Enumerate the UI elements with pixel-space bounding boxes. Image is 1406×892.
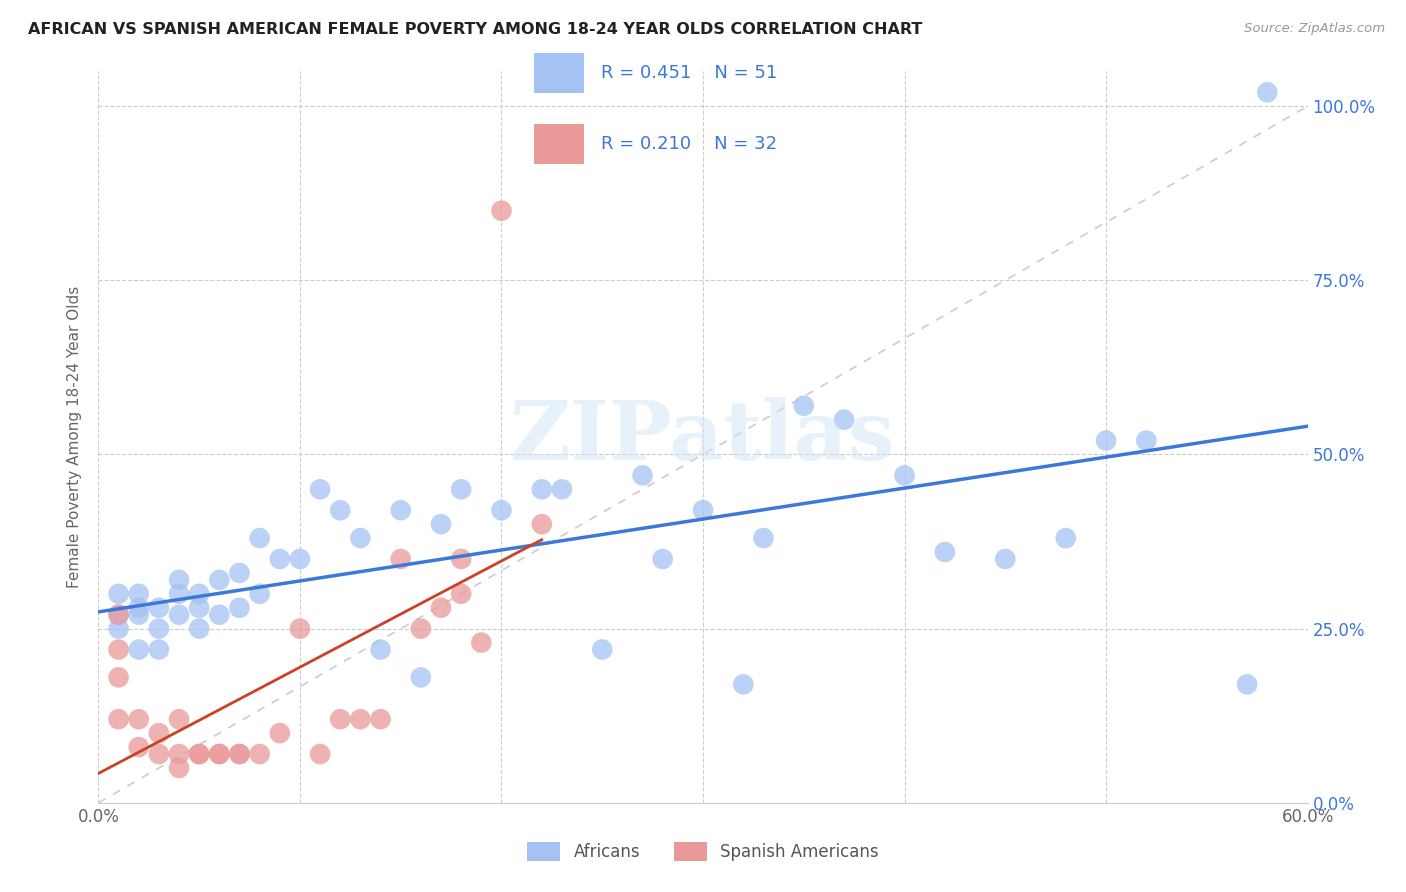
Point — [107, 642, 129, 657]
Point — [228, 747, 250, 761]
Point — [167, 712, 190, 726]
Point — [249, 747, 271, 761]
Point — [128, 587, 150, 601]
Point — [128, 642, 150, 657]
Point — [228, 600, 250, 615]
Point — [128, 712, 150, 726]
Point — [832, 412, 855, 426]
Text: Source: ZipAtlas.com: Source: ZipAtlas.com — [1244, 22, 1385, 36]
Point — [188, 587, 211, 601]
Point — [1095, 434, 1118, 448]
Point — [188, 622, 211, 636]
Point — [450, 552, 472, 566]
Point — [309, 483, 332, 497]
Point — [893, 468, 915, 483]
Point — [1236, 677, 1258, 691]
Point — [329, 712, 352, 726]
Point — [249, 587, 271, 601]
Point — [288, 552, 311, 566]
Point — [591, 642, 613, 657]
Point — [148, 726, 170, 740]
Point — [107, 622, 129, 636]
Legend: Africans, Spanish Americans: Africans, Spanish Americans — [520, 835, 886, 868]
Text: R = 0.451    N = 51: R = 0.451 N = 51 — [602, 64, 778, 82]
Point — [370, 642, 392, 657]
Point — [450, 587, 472, 601]
Point — [188, 600, 211, 615]
Bar — [534, 53, 585, 93]
Bar — [534, 124, 585, 164]
Point — [107, 607, 129, 622]
Point — [167, 587, 190, 601]
Point — [370, 712, 392, 726]
Y-axis label: Female Poverty Among 18-24 Year Olds: Female Poverty Among 18-24 Year Olds — [67, 286, 83, 588]
Point — [148, 600, 170, 615]
Point — [188, 747, 211, 761]
Text: R = 0.210    N = 32: R = 0.210 N = 32 — [602, 136, 778, 153]
Point — [491, 503, 513, 517]
Point — [107, 712, 129, 726]
Point — [994, 552, 1017, 566]
Point — [269, 726, 291, 740]
Point — [128, 600, 150, 615]
Point — [470, 635, 492, 649]
Point — [107, 670, 129, 684]
Point — [651, 552, 673, 566]
Point — [1054, 531, 1077, 545]
Point — [349, 712, 371, 726]
Point — [167, 607, 190, 622]
Point — [793, 399, 815, 413]
Point — [188, 747, 211, 761]
Point — [430, 517, 453, 532]
Point — [752, 531, 775, 545]
Point — [167, 747, 190, 761]
Point — [733, 677, 755, 691]
Point — [389, 503, 412, 517]
Point — [551, 483, 574, 497]
Point — [208, 747, 231, 761]
Point — [934, 545, 956, 559]
Text: ZIPatlas: ZIPatlas — [510, 397, 896, 477]
Point — [450, 483, 472, 497]
Point — [409, 670, 432, 684]
Point — [128, 740, 150, 755]
Point — [107, 607, 129, 622]
Point — [631, 468, 654, 483]
Point — [288, 622, 311, 636]
Point — [269, 552, 291, 566]
Point — [167, 761, 190, 775]
Point — [430, 600, 453, 615]
Point — [329, 503, 352, 517]
Point — [148, 622, 170, 636]
Point — [530, 483, 553, 497]
Point — [409, 622, 432, 636]
Point — [128, 607, 150, 622]
Point — [228, 566, 250, 580]
Point — [148, 747, 170, 761]
Point — [692, 503, 714, 517]
Point — [530, 517, 553, 532]
Text: AFRICAN VS SPANISH AMERICAN FEMALE POVERTY AMONG 18-24 YEAR OLDS CORRELATION CHA: AFRICAN VS SPANISH AMERICAN FEMALE POVER… — [28, 22, 922, 37]
Point — [208, 747, 231, 761]
Point — [148, 642, 170, 657]
Point — [107, 587, 129, 601]
Point — [1256, 85, 1278, 99]
Point — [349, 531, 371, 545]
Point — [208, 607, 231, 622]
Point — [208, 573, 231, 587]
Point — [389, 552, 412, 566]
Point — [249, 531, 271, 545]
Point — [167, 573, 190, 587]
Point — [1135, 434, 1157, 448]
Point — [228, 747, 250, 761]
Point — [309, 747, 332, 761]
Point — [491, 203, 513, 218]
